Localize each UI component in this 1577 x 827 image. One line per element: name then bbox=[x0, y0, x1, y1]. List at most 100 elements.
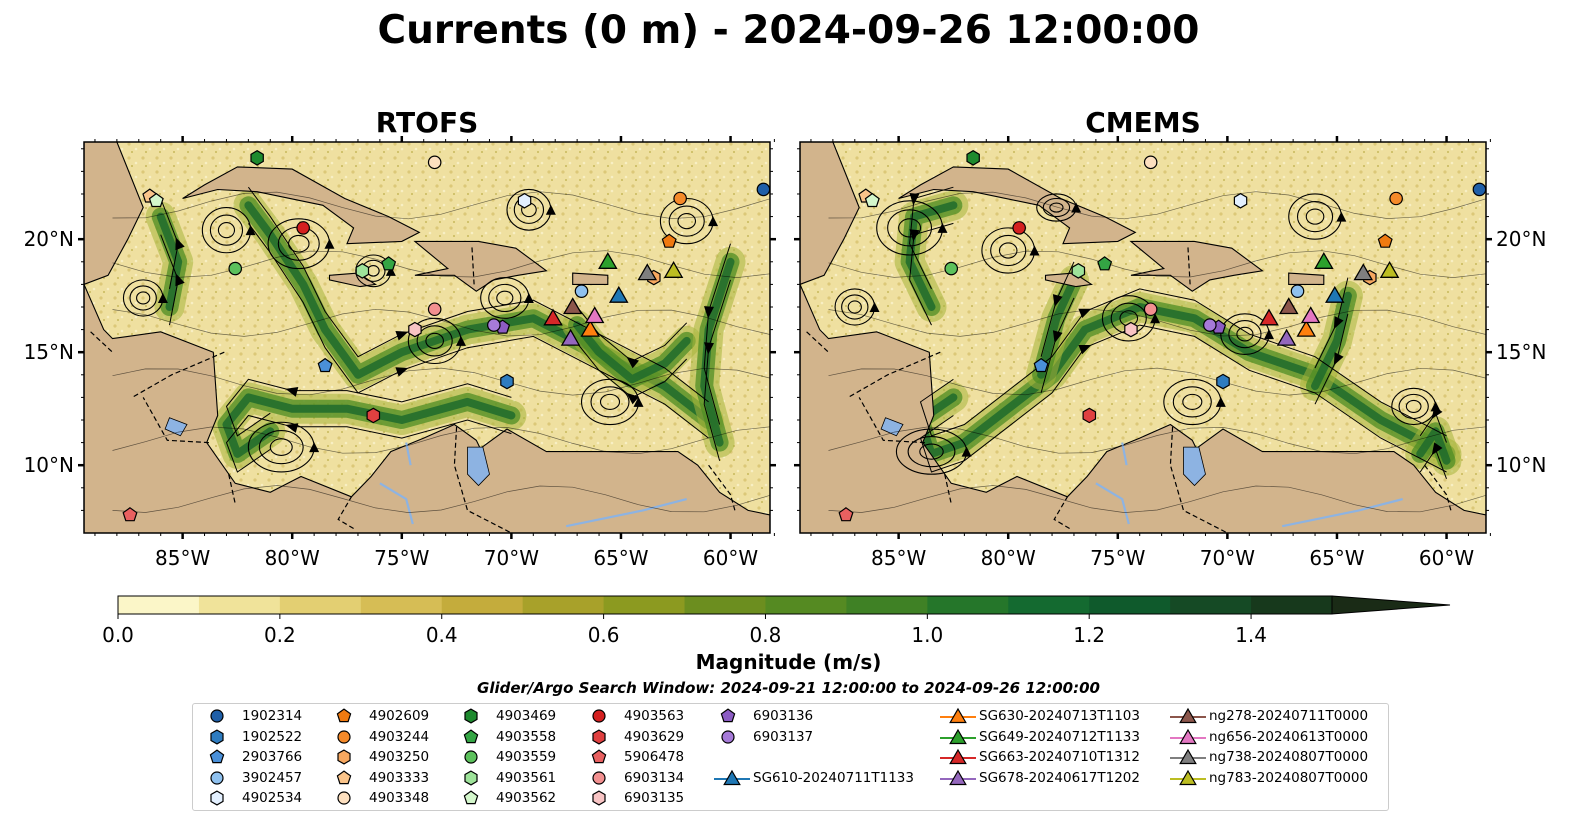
argo-float-4903563 bbox=[1012, 221, 1026, 235]
legend-label: 2903766 bbox=[242, 749, 303, 765]
lon-tick-label: 65°W bbox=[593, 546, 648, 570]
legend-marker bbox=[464, 708, 478, 724]
river bbox=[379, 482, 414, 525]
legend-marker-shape bbox=[337, 749, 351, 765]
legend-label: 6903135 bbox=[624, 790, 685, 806]
glider-SG630-20240713T1103 bbox=[580, 319, 601, 337]
glider-ng738-20240807T0000 bbox=[637, 263, 658, 281]
streamline bbox=[590, 386, 630, 418]
argo-float-4903469 bbox=[966, 150, 980, 166]
legend-label: 6903137 bbox=[753, 728, 814, 745]
lon-tick-label: 75°W bbox=[1090, 546, 1145, 570]
streamline bbox=[828, 426, 1486, 455]
legend-marker-shape bbox=[592, 728, 606, 745]
argo-float-4903348 bbox=[427, 155, 442, 170]
land bbox=[182, 166, 421, 245]
streamline bbox=[1042, 197, 1071, 218]
streamline bbox=[1236, 326, 1254, 342]
argo-float-4902609 bbox=[661, 233, 677, 248]
glider-ng738-20240807T0000 bbox=[1353, 263, 1374, 281]
streamline-arrow bbox=[395, 331, 409, 341]
streamline bbox=[416, 325, 453, 357]
argo-float-4902609 bbox=[1377, 233, 1393, 248]
colorbar-segment bbox=[765, 596, 847, 614]
legend-triangle bbox=[949, 728, 967, 744]
legend-label: ng656-20240613T0000 bbox=[1209, 728, 1369, 745]
current-jet bbox=[1416, 427, 1451, 465]
legend-marker-shape bbox=[210, 790, 224, 806]
land bbox=[800, 142, 860, 285]
land bbox=[572, 272, 609, 285]
streamline bbox=[112, 191, 770, 220]
legend-label: ng738-20240807T0000 bbox=[1209, 749, 1369, 765]
glider-SG610-20240711T1133 bbox=[608, 285, 629, 303]
land bbox=[1129, 240, 1264, 292]
streamline-arrow bbox=[175, 273, 185, 287]
streamline bbox=[112, 367, 770, 396]
legend-triangle bbox=[1179, 707, 1197, 724]
argo-float-4903244 bbox=[673, 191, 687, 206]
streamline-arrow bbox=[1333, 352, 1344, 366]
legend: 1902314 1902522 2903766 3902457 4902534 49026… bbox=[192, 703, 1389, 811]
legend-marker-shape bbox=[463, 790, 479, 805]
argo-float-1902522 bbox=[1216, 373, 1230, 390]
legend-marker-shape bbox=[336, 708, 352, 723]
streamline bbox=[907, 436, 956, 468]
argo-float-1902314 bbox=[1472, 182, 1486, 197]
legend-marker bbox=[1170, 748, 1206, 765]
colorbar-tick-label: 1.2 bbox=[1073, 623, 1105, 644]
streamline bbox=[828, 485, 1486, 513]
country-border bbox=[1053, 496, 1070, 530]
colorbar-segment bbox=[441, 596, 524, 614]
streamline bbox=[919, 443, 944, 460]
streamline-arrow bbox=[1052, 330, 1063, 344]
streamline-arrow bbox=[626, 356, 639, 369]
streamline-arrow bbox=[1078, 308, 1092, 318]
lake bbox=[1183, 446, 1206, 487]
legend-marker bbox=[209, 749, 225, 764]
country-border bbox=[453, 426, 512, 533]
legend-marker bbox=[464, 769, 478, 786]
legend-marker-shape bbox=[592, 709, 606, 723]
legend-triangle bbox=[1179, 748, 1197, 765]
streamline bbox=[828, 367, 1486, 396]
streamline-arrow bbox=[708, 216, 719, 227]
legend-label: 4903244 bbox=[369, 728, 430, 745]
country-border bbox=[1169, 426, 1228, 533]
colorbar-segment bbox=[1170, 596, 1252, 614]
legend-marker bbox=[210, 770, 224, 785]
current-jet bbox=[1037, 275, 1078, 379]
river bbox=[565, 498, 687, 528]
legend-marker-shape bbox=[336, 769, 352, 784]
lake bbox=[467, 446, 490, 487]
glider-ng656-20240613T0000 bbox=[1300, 306, 1321, 324]
streamline bbox=[1405, 399, 1422, 414]
legend-label: 4903562 bbox=[496, 790, 557, 806]
legend-marker-shape bbox=[721, 729, 735, 744]
legend-label: 4903348 bbox=[369, 790, 430, 806]
glider-SG630-20240713T1103 bbox=[1296, 319, 1317, 337]
streamline bbox=[112, 426, 770, 455]
legend-label: 4902534 bbox=[242, 790, 303, 806]
streamline bbox=[1296, 200, 1334, 233]
country-border bbox=[858, 397, 925, 444]
legend-label: 3902457 bbox=[242, 769, 303, 786]
legend-marker bbox=[714, 769, 750, 785]
streamline-arrow bbox=[1029, 245, 1040, 256]
streamline bbox=[1172, 386, 1212, 418]
streamline-arrow bbox=[1264, 329, 1275, 340]
legend-marker bbox=[337, 791, 351, 805]
streamline-arrow bbox=[285, 423, 299, 433]
country-border bbox=[90, 331, 113, 353]
streamline-arrow bbox=[309, 442, 320, 453]
legend-triangle bbox=[949, 769, 967, 785]
current-jet bbox=[222, 393, 516, 458]
legend-marker bbox=[720, 708, 736, 723]
colorbar-segment bbox=[603, 596, 686, 614]
colorbar-tick-label: 0.8 bbox=[750, 623, 782, 644]
legend-marker-shape bbox=[592, 790, 606, 806]
legend-label: 4903250 bbox=[369, 749, 430, 765]
colorbar-segment bbox=[522, 596, 605, 614]
land bbox=[800, 142, 1486, 533]
legend-label: SG663-20240710T1312 bbox=[979, 749, 1140, 765]
